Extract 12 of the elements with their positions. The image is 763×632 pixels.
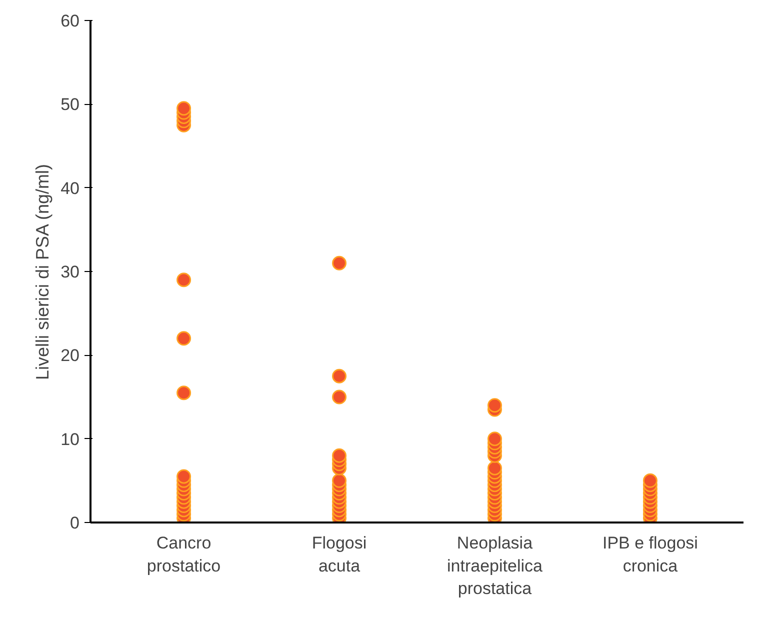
x-tick-label: Flogosi acuta [312,534,367,576]
y-tick-label: 40 [60,178,80,198]
y-tick-label: 30 [60,262,80,282]
y-tick-label: 0 [70,514,80,532]
y-tick-label: 20 [60,346,80,366]
y-tick-label: 60 [60,12,80,30]
y-tick-label: 10 [60,430,80,449]
x-tick-label: Neoplasia intraepitelica prostatica [447,534,544,598]
x-tick-label: IPB e flogosi cronica [602,534,698,576]
y-tick-label: 50 [60,95,80,114]
x-tick-label: Cancro prostatico [146,534,221,576]
y-axis-title: Livelli sierici di PSA (ng/ml) [32,164,53,380]
